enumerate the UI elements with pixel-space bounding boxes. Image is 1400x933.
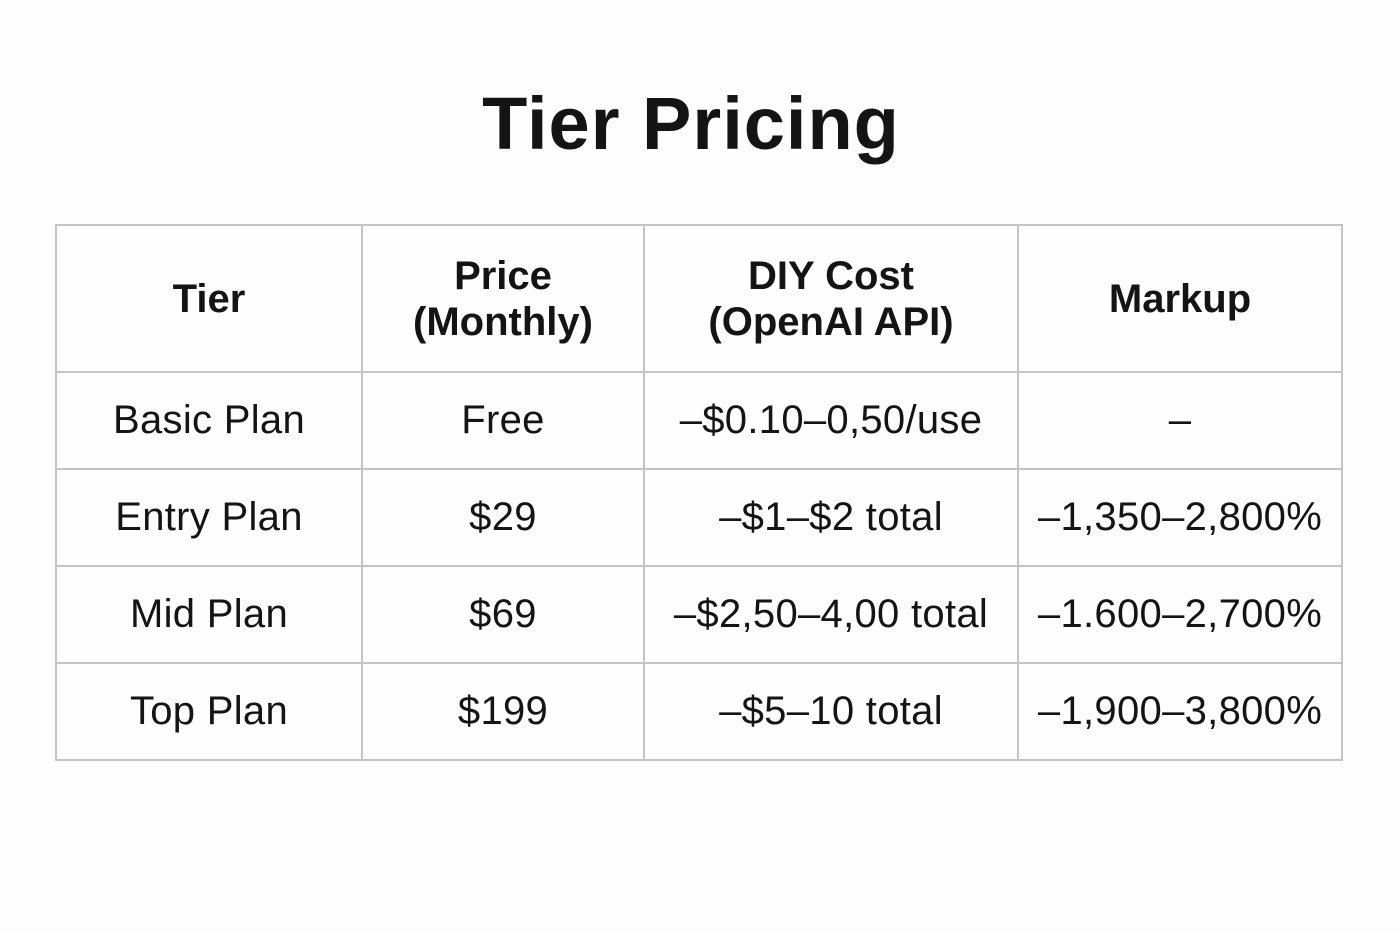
price-cell: $69 xyxy=(361,565,645,664)
column-header-tier: Tier xyxy=(55,224,363,373)
table-row: Mid Plan $69 –$2,50–4,00 total –1.600–2,… xyxy=(55,565,1343,664)
table-row: Top Plan $199 –$5–10 total –1,900–3,800% xyxy=(55,662,1343,761)
price-cell: $199 xyxy=(361,662,645,761)
markup-cell: – xyxy=(1017,371,1343,470)
table-row: Entry Plan $29 –$1–$2 total –1,350–2,800… xyxy=(55,468,1343,567)
column-header-price: Price (Monthly) xyxy=(361,224,645,373)
diy-cost-cell: –$5–10 total xyxy=(643,662,1019,761)
table-header-row: Tier Price (Monthly) DIY Cost (OpenAI AP… xyxy=(55,224,1343,373)
markup-cell: –1,900–3,800% xyxy=(1017,662,1343,761)
tier-cell: Top Plan xyxy=(55,662,363,761)
tier-cell: Basic Plan xyxy=(55,371,363,470)
markup-cell: –1,350–2,800% xyxy=(1017,468,1343,567)
column-header-line: Tier xyxy=(172,276,246,321)
column-header-line: (OpenAI API) xyxy=(708,299,954,344)
column-header-line: Markup xyxy=(1108,276,1252,321)
tier-cell: Mid Plan xyxy=(55,565,363,664)
page-title: Tier Pricing xyxy=(482,82,900,165)
table-row: Basic Plan Free –$0.10–0,50/use – xyxy=(55,371,1343,470)
tier-cell: Entry Plan xyxy=(55,468,363,567)
diy-cost-cell: –$0.10–0,50/use xyxy=(643,371,1019,470)
column-header-line: Price xyxy=(454,253,552,298)
column-header-line: (Monthly) xyxy=(413,299,593,344)
diy-cost-cell: –$1–$2 total xyxy=(643,468,1019,567)
diy-cost-cell: –$2,50–4,00 total xyxy=(643,565,1019,664)
markup-cell: –1.600–2,700% xyxy=(1017,565,1343,664)
column-header-diy-cost: DIY Cost (OpenAI API) xyxy=(643,224,1019,373)
column-header-line: DIY Cost xyxy=(748,253,914,298)
pricing-table: Tier Price (Monthly) DIY Cost (OpenAI AP… xyxy=(55,224,1343,761)
column-header-markup: Markup xyxy=(1017,224,1343,373)
price-cell: Free xyxy=(361,371,645,470)
price-cell: $29 xyxy=(361,468,645,567)
